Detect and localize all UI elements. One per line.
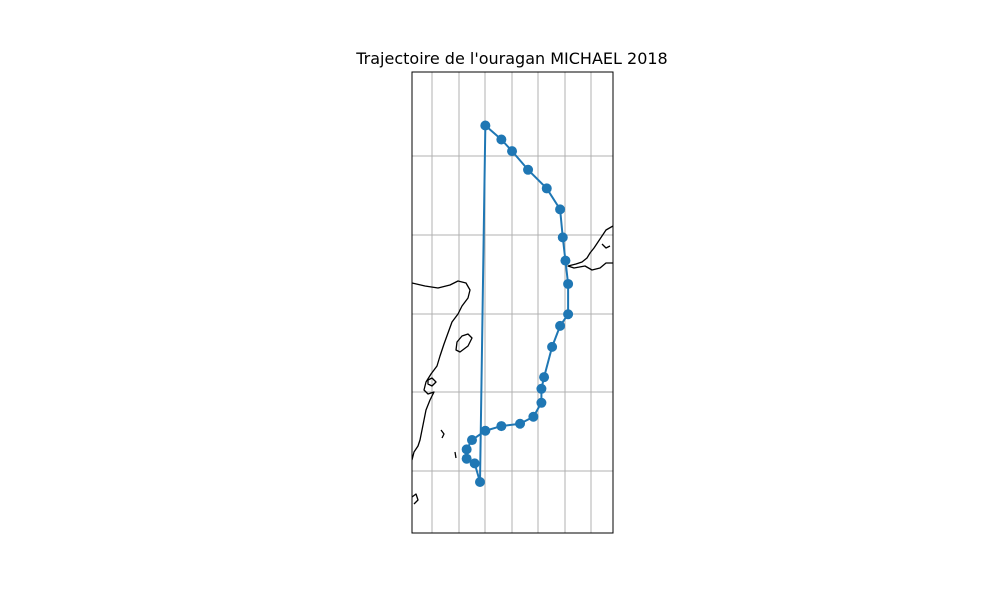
coastline-west-island-1 — [427, 377, 437, 387]
track-point — [555, 320, 566, 331]
track-point — [466, 435, 477, 446]
track-point — [515, 418, 526, 429]
track-point — [496, 421, 507, 432]
track-point — [507, 146, 518, 157]
track-point — [536, 383, 547, 394]
track-point — [563, 309, 574, 320]
track-point — [563, 278, 574, 289]
coastlines — [412, 225, 613, 505]
track-point — [475, 477, 485, 487]
coastline-west-island-4 — [412, 493, 419, 505]
track-point — [536, 397, 547, 408]
track-point — [541, 183, 552, 194]
track-point — [523, 164, 534, 175]
track-point — [557, 232, 568, 243]
track-point — [469, 458, 480, 469]
track-point — [461, 453, 472, 464]
track-point — [461, 444, 472, 455]
coastline-west-mainland — [412, 280, 471, 461]
track-point — [560, 255, 571, 266]
track-point — [480, 425, 491, 436]
coastline-west-peninsula — [455, 333, 473, 353]
track-point — [480, 120, 491, 131]
coastline-west-island-3 — [454, 451, 457, 459]
hurricane-track — [461, 120, 574, 487]
track-point — [547, 341, 558, 352]
track-point — [555, 204, 566, 215]
map-area — [412, 72, 613, 533]
coastline-west-island-2 — [440, 429, 445, 439]
coastline-east-island — [601, 243, 611, 249]
track-point — [539, 372, 550, 383]
track-point — [496, 134, 507, 145]
track-point — [528, 411, 539, 422]
map-frame — [411, 71, 614, 534]
coastline-east-mainland — [567, 225, 613, 271]
map-title: Trajectoire de l'ouragan MICHAEL 2018 — [355, 49, 667, 68]
